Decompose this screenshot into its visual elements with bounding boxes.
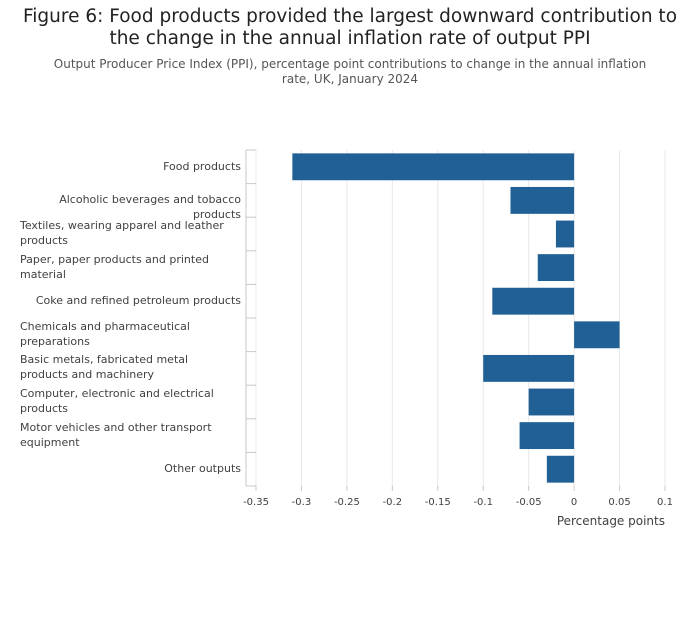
x-tick-label: -0.1 <box>473 497 493 508</box>
bar <box>528 388 575 416</box>
x-axis-title: Percentage points <box>556 514 665 528</box>
chart-subtitle: Output Producer Price Index (PPI), perce… <box>53 57 647 86</box>
bar <box>292 153 575 181</box>
bar <box>483 354 575 382</box>
bar <box>546 455 575 483</box>
bar <box>510 186 575 214</box>
bar <box>537 254 575 282</box>
category-label: Alcoholic beverages and tobacco products <box>59 193 241 222</box>
bar <box>492 287 575 315</box>
category-label: Textiles, wearing apparel and leather pr… <box>20 219 224 247</box>
category-label: Paper, paper products and printed materi… <box>20 252 209 281</box>
x-tick-label: -0.2 <box>383 497 403 508</box>
bar <box>555 220 575 248</box>
category-label: Other outputs <box>164 462 241 476</box>
category-label: Computer, electronic and electrical prod… <box>20 387 214 415</box>
x-tick-label: -0.25 <box>334 497 360 508</box>
x-tick-label: 0 <box>571 497 577 508</box>
category-label: Coke and refined petroleum products <box>35 294 241 308</box>
x-tick-label: 0.05 <box>608 497 630 508</box>
x-tick-label: -0.05 <box>516 497 542 508</box>
bar <box>519 422 575 450</box>
x-tick-label: 0.1 <box>657 497 673 508</box>
x-tick-label: -0.35 <box>243 497 269 508</box>
chart-title: Figure 6: Food products provided the lar… <box>22 6 678 49</box>
category-label: Basic metals, fabricated metal products … <box>20 353 189 382</box>
category-label: Chemicals and pharmaceutical preparation… <box>20 319 190 348</box>
category-label: Motor vehicles and other transport equip… <box>20 420 212 449</box>
category-label: Food products <box>163 159 241 173</box>
x-tick-label: -0.15 <box>425 497 451 508</box>
bar <box>574 321 620 349</box>
x-tick-label: -0.3 <box>292 497 312 508</box>
